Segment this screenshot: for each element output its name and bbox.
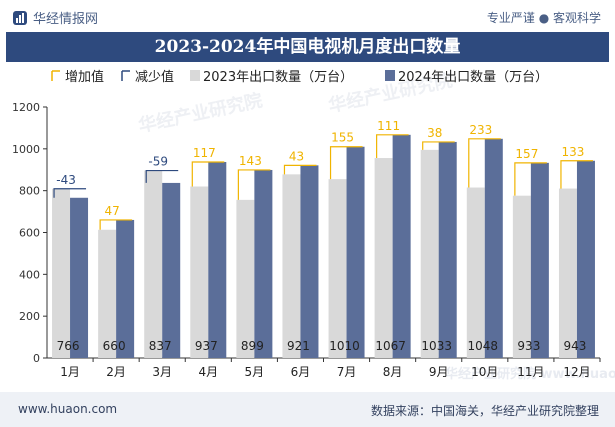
value-label-2024: 1033	[421, 339, 452, 353]
increase-label: 43	[289, 149, 304, 163]
x-tick-label: 6月	[291, 365, 311, 379]
bar-2024	[208, 162, 227, 358]
bar-2023	[98, 229, 117, 358]
x-tick-label: 2月	[106, 365, 126, 379]
decrease-label: -43	[56, 173, 76, 187]
value-label-2024: 943	[564, 339, 587, 353]
bar-2024	[530, 162, 549, 358]
bar-2024	[300, 165, 319, 358]
decrease-bracket	[53, 188, 87, 198]
watermark: 华经产业研究院 www.huaon.com	[445, 366, 615, 382]
legend-label-1: 减少值	[135, 69, 174, 85]
y-tick-label: 600	[19, 227, 40, 240]
legend-label-0: 增加值	[65, 69, 104, 85]
legend-label-2: 2023年出口数量（万台）	[203, 70, 353, 85]
y-tick-label: 800	[19, 185, 40, 198]
increase-bracket	[376, 134, 409, 159]
increase-bracket	[99, 219, 133, 230]
x-tick-label: 8月	[383, 365, 403, 379]
bar-2023	[190, 186, 209, 358]
footer: www.huaon.com 数据来源：中国海关，华经产业研究院整理	[0, 392, 615, 427]
y-tick-label: 0	[33, 352, 40, 365]
legend-swatch-2	[190, 70, 200, 81]
value-label-2024: 1010	[329, 339, 360, 353]
increase-label: 117	[193, 146, 216, 160]
bar-2024	[438, 141, 457, 358]
value-label-2024: 660	[103, 339, 126, 353]
value-label-2024: 899	[241, 339, 264, 353]
y-tick-label: 1000	[12, 143, 40, 156]
legend-label-3: 2024年出口数量（万台）	[398, 70, 548, 85]
bar-2023	[282, 174, 301, 358]
increase-label: 157	[515, 147, 538, 161]
x-tick-label: 4月	[198, 365, 218, 379]
bar-2023	[328, 179, 347, 358]
increase-bracket	[329, 146, 363, 180]
tagline: 专业严谨 ● 客观科学	[486, 11, 601, 25]
brand-name: 华经情报网	[33, 12, 99, 27]
bar-2024	[346, 146, 365, 358]
increase-bracket	[191, 161, 225, 187]
bar-2024	[484, 138, 503, 358]
x-tick-label: 10月	[471, 365, 498, 379]
increase-label: 143	[239, 154, 262, 168]
x-tick-label: 1月	[60, 365, 80, 379]
increase-bracket	[283, 164, 317, 175]
brand-logo-icon	[13, 10, 27, 25]
increase-label: 38	[427, 126, 442, 140]
increase-label: 233	[469, 123, 492, 137]
bar-2023	[512, 195, 531, 358]
bar-2023	[236, 199, 255, 358]
x-tick-label: 7月	[337, 365, 357, 379]
x-tick-label: 9月	[429, 365, 449, 379]
legend-swatch-3	[385, 70, 395, 81]
bar-2024	[162, 182, 181, 358]
increase-label: 47	[104, 204, 119, 218]
increase-bracket	[237, 169, 271, 200]
increase-bracket	[468, 138, 501, 188]
value-label-2024: 837	[149, 339, 172, 353]
legend-increase-symbol	[51, 70, 60, 81]
bar-2024	[116, 219, 135, 358]
increase-label: 155	[331, 131, 354, 145]
bar-2023	[374, 158, 393, 358]
bar-2024	[254, 169, 273, 358]
value-label-2024: 1048	[468, 339, 499, 353]
bar-2023	[420, 149, 439, 358]
decrease-bracket	[145, 169, 179, 183]
value-label-2024: 921	[287, 339, 310, 353]
chart-title: 2023-2024年中国电视机月度出口数量	[6, 32, 609, 62]
y-tick-label: 400	[19, 268, 40, 281]
brand: 华经情报网	[12, 8, 98, 27]
y-tick-label: 200	[19, 310, 40, 323]
bar-2024	[392, 134, 411, 358]
y-tick-label: 1200	[12, 101, 40, 114]
legend-decrease-symbol	[121, 70, 130, 81]
bar-2024	[70, 197, 89, 358]
increase-label: 111	[377, 119, 400, 133]
increase-bracket	[514, 162, 547, 196]
value-label-2024: 766	[57, 339, 80, 353]
x-tick-label: 3月	[152, 365, 172, 379]
value-label-2024: 937	[195, 339, 218, 353]
watermark: 华经产业研究院	[136, 89, 264, 137]
bar-2023	[144, 170, 163, 358]
bar-2023	[466, 187, 485, 358]
value-label-2024: 1067	[375, 339, 406, 353]
increase-bracket	[560, 160, 593, 189]
value-label-2024: 933	[517, 339, 540, 353]
increase-bracket	[422, 141, 455, 150]
bar-2023	[558, 188, 577, 358]
bar-2023	[52, 188, 71, 358]
x-tick-label: 12月	[563, 365, 590, 379]
increase-label: 133	[562, 145, 585, 159]
x-tick-label: 5月	[245, 365, 265, 379]
footer-source: 数据来源：中国海关，华经产业研究院整理	[370, 404, 599, 418]
footer-website: www.huaon.com	[18, 402, 118, 416]
x-tick-label: 11月	[517, 365, 544, 379]
decrease-label: -59	[148, 155, 168, 169]
bar-2024	[576, 160, 595, 358]
top-bar: 华经情报网 专业严谨 ● 客观科学	[0, 0, 615, 32]
